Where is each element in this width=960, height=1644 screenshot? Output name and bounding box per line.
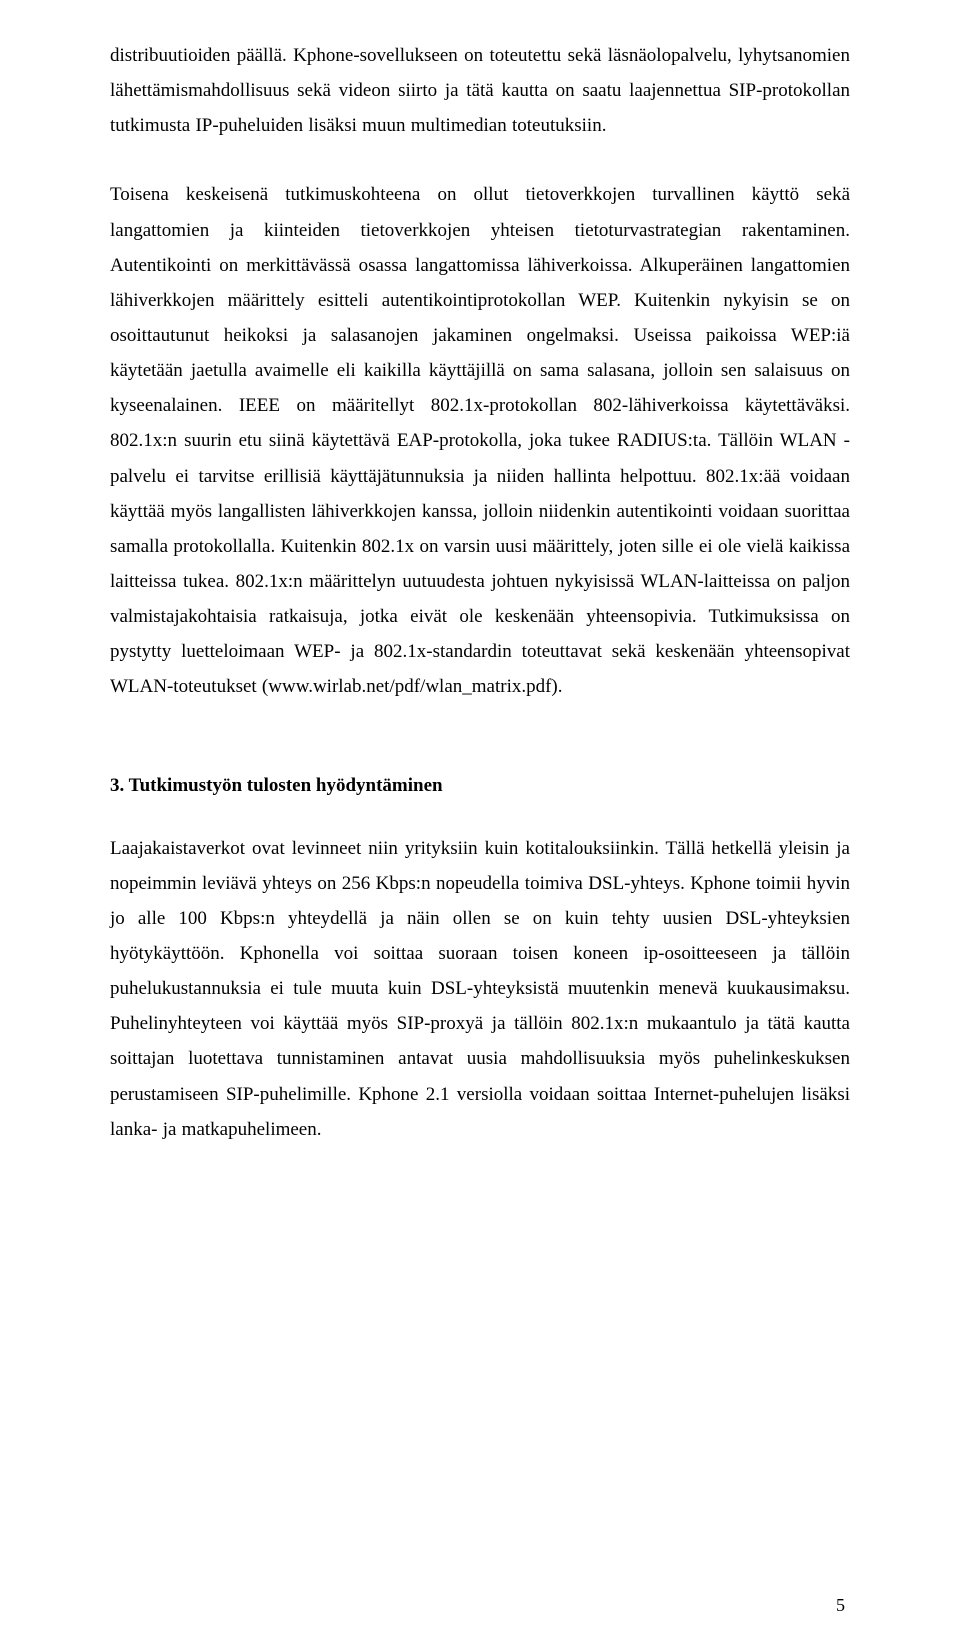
paragraph-3: Laajakaistaverkot ovat levinneet niin yr…: [110, 831, 850, 1147]
paragraph-1: distribuutioiden päällä. Kphone-sovelluk…: [110, 38, 850, 143]
paragraph-2: Toisena keskeisenä tutkimuskohteena on o…: [110, 177, 850, 704]
document-page: distribuutioiden päällä. Kphone-sovelluk…: [0, 0, 960, 1644]
section-heading: 3. Tutkimustyön tulosten hyödyntäminen: [110, 775, 850, 797]
page-number: 5: [836, 1595, 845, 1616]
